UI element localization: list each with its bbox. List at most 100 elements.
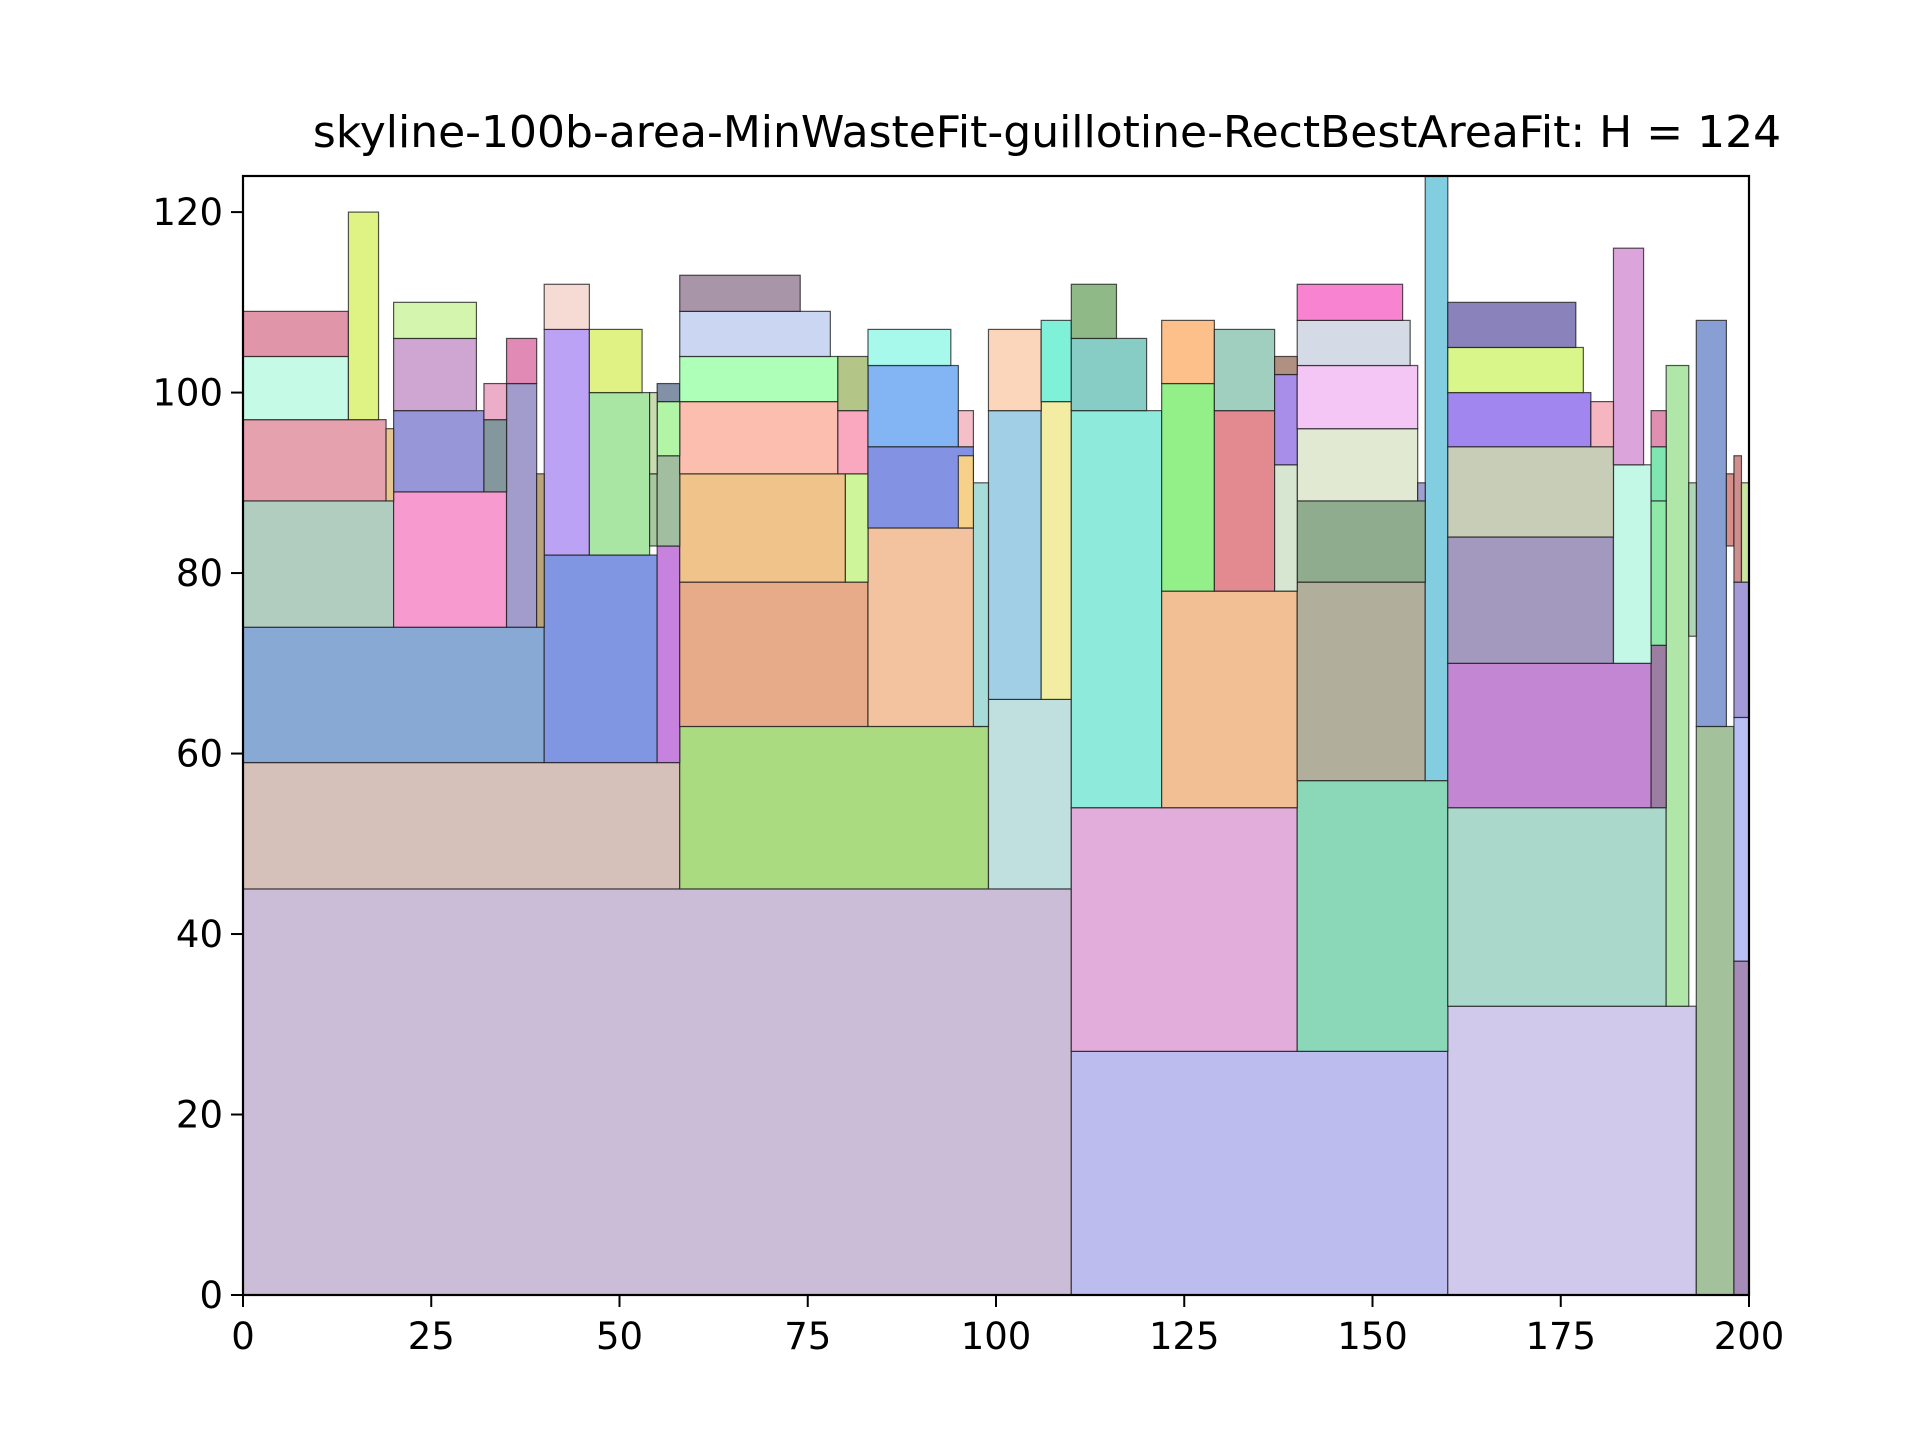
packed-rect-66 [679,274,801,312]
y-tick-label-80: 80 [176,552,223,595]
packed-rect-40 [393,410,485,493]
x-tick-label-175: 175 [1525,1315,1596,1358]
y-tick-label-40: 40 [176,913,223,956]
rects-layer [242,175,1750,1296]
packed-rect-55 [347,211,380,421]
packed-rect-84 [1650,446,1667,502]
packed-rect-1 [1070,1050,1449,1296]
x-tick-label-50: 50 [596,1315,643,1358]
packed-rect-54 [242,310,350,358]
y-tick-label-0: 0 [199,1274,223,1317]
packed-rect-23 [1296,581,1426,782]
packed-rect-75 [1213,328,1276,412]
packed-rect-2 [1447,1005,1697,1296]
packed-rect-10 [1070,807,1298,1052]
packed-rect-31 [679,473,846,583]
y-tick-label-120: 120 [152,191,223,234]
packed-rect-79 [1296,283,1404,321]
x-tick-label-25: 25 [408,1315,455,1358]
packed-rect-5 [1733,716,1750,962]
packed-rect-26 [1650,644,1667,809]
packed-rect-77 [1296,364,1419,430]
x-tick-label-75: 75 [784,1315,831,1358]
packed-rect-36 [1447,536,1615,664]
y-tick-label-20: 20 [176,1094,223,1137]
packed-rect-27 [1695,319,1728,728]
packed-rect-63 [656,382,681,403]
packed-rect-58 [483,382,508,421]
packed-rect-81 [1447,346,1584,394]
packed-rect-78 [1296,319,1411,367]
packed-rect-83 [1612,247,1645,466]
packed-rect-22 [1161,590,1298,809]
x-axis: 0 25 50 75 100 125 150 175 200 [231,1295,1784,1358]
packed-rect-48 [867,446,975,529]
packed-rect-85 [1650,410,1667,448]
packed-rect-87 [1688,482,1697,637]
packed-rect-14 [242,626,545,764]
packed-rect-25 [1447,662,1652,809]
packed-rect-4 [1733,960,1750,1296]
x-tick-label-100: 100 [961,1315,1032,1358]
packed-rect-19 [987,410,1042,701]
packed-rect-7 [242,761,681,890]
packed-rect-80 [1447,391,1592,448]
packed-rect-61 [588,328,643,394]
packed-rect-62 [656,401,681,457]
packed-rect-92 [957,455,975,529]
packed-rect-35 [1296,500,1426,583]
packed-rect-52 [1447,446,1615,538]
chart-title: skyline-100b-area-MinWasteFit-guillotine… [313,107,1781,158]
packed-rect-82 [1447,301,1577,349]
packed-rect-41 [483,419,508,493]
x-tick-label-200: 200 [1714,1315,1785,1358]
packed-rect-29 [393,491,508,628]
packed-rect-59 [505,337,538,385]
packed-rect-65 [679,310,831,358]
packed-rect-17 [679,581,869,728]
packed-rect-42 [543,328,590,556]
packed-rect-32 [844,473,869,583]
packed-rect-8 [679,725,990,890]
packed-rect-21 [1070,410,1163,809]
packed-rect-91 [972,482,990,728]
packed-rect-67 [837,355,869,412]
packed-rect-73 [1070,283,1118,340]
y-axis: 0 20 40 60 80 100 120 [152,191,243,1317]
packed-rect-86 [1590,401,1615,448]
packed-rect-93 [536,473,545,628]
packed-rect-69 [957,410,975,448]
packed-rect-3 [1695,725,1735,1296]
packed-rect-50 [1296,428,1419,502]
packed-rect-72 [1070,337,1148,412]
packed-rect-46 [679,401,839,475]
packed-rect-71 [1040,319,1072,403]
packed-rect-57 [393,301,478,340]
packed-rect-11 [1296,780,1449,1052]
packed-rect-13 [1665,364,1690,1007]
packed-rect-64 [679,355,839,403]
packed-rect-56 [393,337,478,412]
x-tick-label-150: 150 [1337,1315,1408,1358]
y-tick-label-60: 60 [176,733,223,776]
packed-rect-43 [588,391,651,556]
packed-rect-45 [656,455,681,547]
packed-rect-96 [1274,355,1298,376]
packed-rect-53 [242,355,350,421]
packed-rect-74 [1161,319,1215,385]
packed-rect-9 [987,698,1072,890]
packed-rect-28 [242,500,395,628]
packed-rect-30 [505,382,538,628]
packed-rect-76 [1274,373,1298,466]
packed-rect-18 [867,527,982,728]
packed-rect-6 [1733,581,1750,719]
packed-rect-49 [867,364,959,448]
packed-rect-20 [1040,401,1072,701]
packed-rect-60 [543,283,590,331]
packed-rect-47 [837,410,869,475]
packed-rect-90 [1740,482,1750,583]
packed-rect-97 [649,391,658,475]
packed-rect-94 [385,428,395,502]
packed-rect-44 [649,473,658,547]
